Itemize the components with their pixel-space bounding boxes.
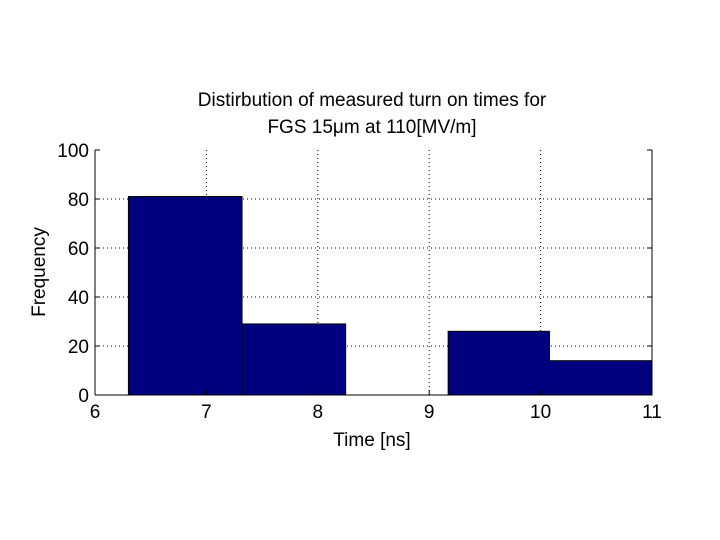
chart-title-line-2: FGS 15μm at 110[MV/m] — [267, 117, 476, 138]
chart-title-line-1: Distirbution of measured turn on times f… — [198, 90, 547, 111]
histogram-bar — [549, 360, 653, 396]
x-axis-label: Time [ns] — [333, 430, 410, 451]
axes — [94, 149, 653, 396]
y-tick-label: 60 — [68, 239, 89, 260]
y-tick-label: 80 — [68, 190, 89, 211]
y-tick-label: 0 — [78, 386, 89, 407]
x-tick-label: 9 — [424, 402, 435, 423]
histogram-bar — [241, 323, 347, 396]
x-tick-label: 8 — [313, 402, 324, 423]
histogram-bar — [127, 196, 243, 396]
y-tick-labels: 0 20 40 60 80 100 — [57, 141, 89, 407]
y-tick-label: 100 — [57, 141, 89, 162]
y-tick-label: 20 — [68, 337, 89, 358]
x-tick-label: 10 — [530, 402, 551, 423]
x-tick-label: 7 — [201, 402, 212, 423]
chart-title: Distirbution of measured turn on times f… — [198, 90, 547, 138]
x-tick-label: 6 — [90, 402, 101, 423]
y-axis-label: Frequency — [29, 227, 50, 317]
histogram-bar — [447, 330, 551, 396]
x-tick-label: 11 — [642, 402, 662, 423]
y-tick-label: 40 — [68, 288, 89, 309]
x-tick-labels: 6 7 8 9 10 11 — [90, 402, 662, 423]
bars — [127, 196, 653, 396]
